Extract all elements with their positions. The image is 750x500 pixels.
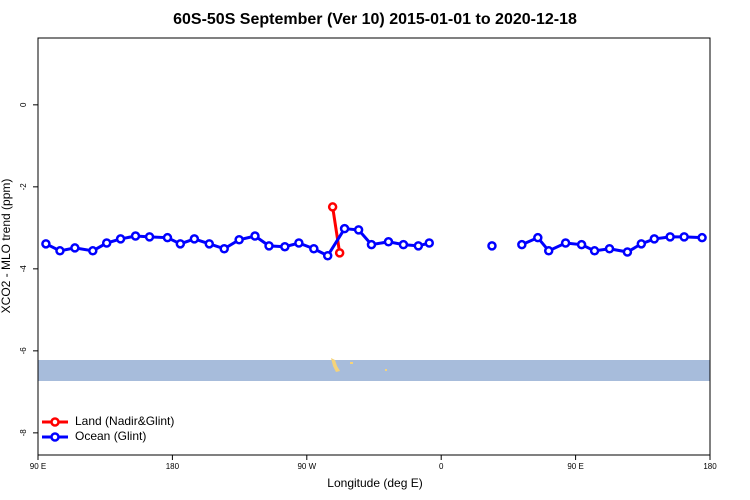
point — [41, 239, 51, 249]
point — [636, 239, 647, 249]
y-tick-label: -6 — [19, 347, 28, 355]
point — [280, 241, 290, 252]
point — [339, 223, 350, 234]
series-line — [331, 206, 342, 254]
point — [560, 238, 571, 248]
plot-frame — [37, 37, 711, 456]
point — [622, 247, 633, 257]
point — [88, 246, 98, 256]
point — [294, 238, 304, 248]
point — [604, 244, 615, 254]
y-tick-label: -8 — [19, 429, 28, 437]
point — [55, 246, 65, 256]
point — [204, 239, 215, 249]
land-patch — [350, 362, 353, 364]
point — [130, 231, 141, 241]
point — [234, 234, 244, 245]
point — [517, 239, 527, 250]
point — [162, 232, 173, 243]
point — [366, 239, 377, 250]
land-patch — [331, 358, 340, 372]
point — [101, 238, 112, 248]
y-tick-label: -4 — [19, 265, 28, 273]
x-tick-label: 90 W — [297, 462, 316, 471]
point — [144, 232, 155, 242]
y-tick-label: 0 — [19, 102, 28, 107]
x-tick-label: 180 — [166, 462, 180, 471]
point — [70, 243, 80, 253]
x-axis-label: Longitude (deg E) — [327, 476, 422, 490]
x-tick-label: 90 E — [567, 462, 583, 471]
y-tick-label: -2 — [19, 183, 28, 191]
point — [189, 234, 200, 244]
point — [543, 246, 554, 256]
point — [353, 225, 364, 235]
legend-label: Land (Nadir&Glint) — [75, 414, 174, 428]
legend-marker — [50, 432, 60, 442]
map-strip — [38, 360, 710, 381]
point — [309, 244, 319, 254]
point — [115, 234, 126, 244]
point — [533, 232, 543, 243]
x-tick-label: 0 — [439, 462, 444, 471]
point — [424, 238, 435, 248]
land-patch — [385, 369, 387, 371]
point — [175, 239, 186, 249]
point — [322, 250, 333, 261]
point — [250, 231, 260, 241]
point — [589, 246, 600, 256]
chart-title: 60S-50S September (Ver 10) 2015-01-01 to… — [173, 11, 577, 28]
point — [383, 237, 394, 247]
point — [487, 241, 497, 251]
point — [697, 232, 707, 243]
point — [413, 241, 424, 251]
point — [264, 241, 274, 251]
legend-marker — [50, 417, 60, 427]
x-tick-label: 180 — [703, 462, 717, 471]
point — [219, 244, 229, 254]
point — [679, 232, 689, 242]
x-tick-label: 90 E — [30, 462, 46, 471]
y-axis-label: XCO2 - MLO trend (ppm) — [0, 179, 13, 314]
point — [334, 248, 345, 258]
point — [576, 239, 587, 250]
point — [665, 232, 675, 242]
point — [327, 202, 338, 212]
point — [398, 239, 409, 250]
legend-label: Ocean (Glint) — [75, 429, 146, 443]
point — [649, 234, 660, 244]
